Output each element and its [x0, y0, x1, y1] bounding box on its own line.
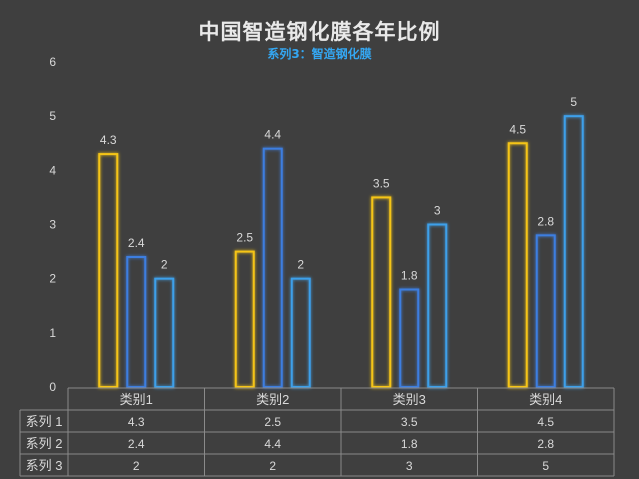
- table-row-label: 系列 2: [26, 436, 63, 451]
- bar-series3: [154, 277, 175, 388]
- table-cell: 4.4: [264, 437, 281, 451]
- table-row-label: 系列 3: [26, 458, 63, 473]
- y-tick-label: 6: [49, 55, 56, 69]
- table-cell: 2.5: [264, 415, 281, 429]
- chart-title: 中国智造钢化膜各年比例: [198, 20, 441, 44]
- bar-value-label: 1.8: [401, 269, 418, 283]
- bar-value-label: 4.3: [100, 133, 117, 147]
- category-label: 类别1: [120, 392, 153, 407]
- table-cell: 5: [542, 459, 549, 473]
- bar-series1: [98, 153, 119, 388]
- y-tick-label: 2: [49, 272, 56, 286]
- bar-series2: [126, 256, 147, 388]
- chart-subtitle: 系列3：智造钢化膜: [267, 47, 372, 61]
- y-tick-label: 3: [49, 218, 56, 232]
- bar-value-label: 2.5: [236, 231, 253, 245]
- y-tick-label: 0: [49, 380, 56, 394]
- data-table: 类别1 类别2 类别3 类别4 系列 1 4.3 2.5 3.5 4.5 系列 2 2.4 4.4 1.…: [19, 387, 615, 477]
- bar-series2: [399, 288, 420, 388]
- bar-value-label: 3: [434, 204, 441, 218]
- y-tick-label: 4: [49, 163, 56, 177]
- table-cell: 4.3: [128, 415, 145, 429]
- table-cell: 1.8: [401, 437, 418, 451]
- bar-series3: [290, 277, 311, 388]
- table-cell: 3.5: [401, 415, 418, 429]
- bar-value-label: 3.5: [373, 176, 390, 190]
- bar-series2: [535, 234, 556, 388]
- bar-series1: [507, 142, 528, 388]
- bar-value-label: 2.4: [128, 236, 145, 250]
- category-label: 类别2: [256, 392, 289, 407]
- bar-value-label: 2: [297, 258, 304, 272]
- y-tick-label: 5: [49, 109, 56, 123]
- category-label: 类别4: [529, 392, 562, 407]
- bar-value-label: 5: [570, 95, 577, 109]
- table-cell: 4.5: [537, 415, 554, 429]
- table-cell: 2: [269, 459, 276, 473]
- bar-value-label: 4.5: [509, 122, 526, 136]
- bar-series3: [563, 115, 584, 389]
- table-cell: 2.4: [128, 437, 145, 451]
- category-label: 类别3: [393, 392, 426, 407]
- bar-series2: [262, 147, 283, 388]
- bar-series1: [371, 196, 392, 388]
- bar-series3: [427, 223, 448, 388]
- y-tick-label: 1: [49, 326, 56, 340]
- bar-value-label: 4.4: [264, 128, 281, 142]
- table-cell: 2: [133, 459, 140, 473]
- data-labels-layer: 4.3 2.4 2 2.5 4.4 2 3.5 1.8 3 4.5 2.8 5: [100, 95, 578, 282]
- bar-series1: [234, 250, 255, 388]
- bar-value-label: 2: [161, 258, 168, 272]
- bar-value-label: 2.8: [537, 214, 554, 228]
- table-cell: 3: [406, 459, 413, 473]
- bars-layer: [98, 115, 584, 389]
- table-row-label: 系列 1: [26, 414, 63, 429]
- y-axis: 0 1 2 3 4 5 6: [49, 55, 56, 394]
- table-cell: 2.8: [537, 437, 554, 451]
